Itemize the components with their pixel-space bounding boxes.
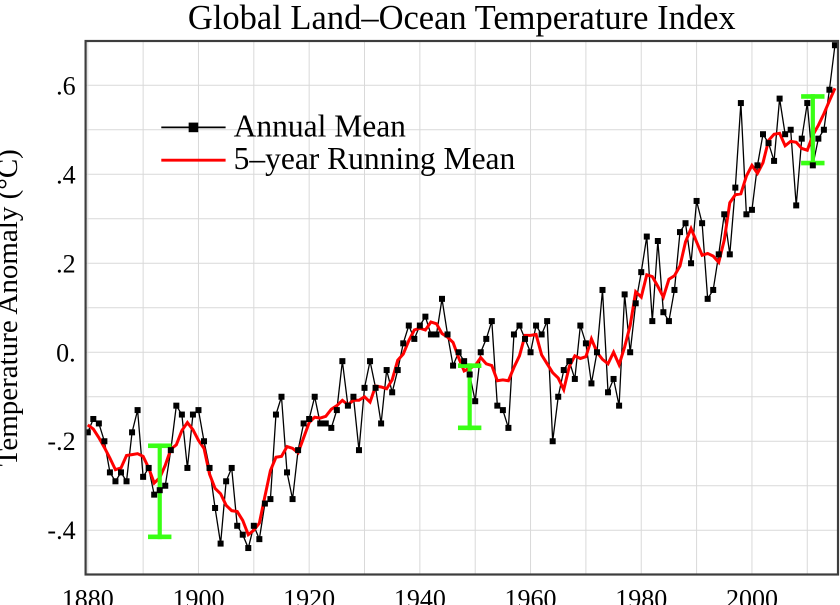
svg-text:.4: .4 [56,160,76,189]
svg-text:.2: .2 [56,249,76,278]
svg-text:0.: 0. [56,338,76,367]
svg-text:.6: .6 [56,71,76,100]
svg-text:5–year Running Mean: 5–year Running Mean [234,141,516,176]
svg-text:Global Land–Ocean Temperature: Global Land–Ocean Temperature Index [188,0,736,37]
svg-text:1920: 1920 [283,585,335,605]
svg-text:Annual Mean: Annual Mean [234,108,407,143]
svg-text:1900: 1900 [172,585,224,605]
svg-text:1980: 1980 [615,585,667,605]
svg-text:2000: 2000 [726,585,778,605]
svg-text:1940: 1940 [394,585,446,605]
svg-text:1880: 1880 [62,585,114,605]
svg-text:-.2: -.2 [47,427,75,456]
svg-text:1960: 1960 [505,585,557,605]
svg-text:Temperature Anomaly (°C): Temperature Anomaly (°C) [0,149,24,466]
svg-text:-.4: -.4 [47,516,75,545]
